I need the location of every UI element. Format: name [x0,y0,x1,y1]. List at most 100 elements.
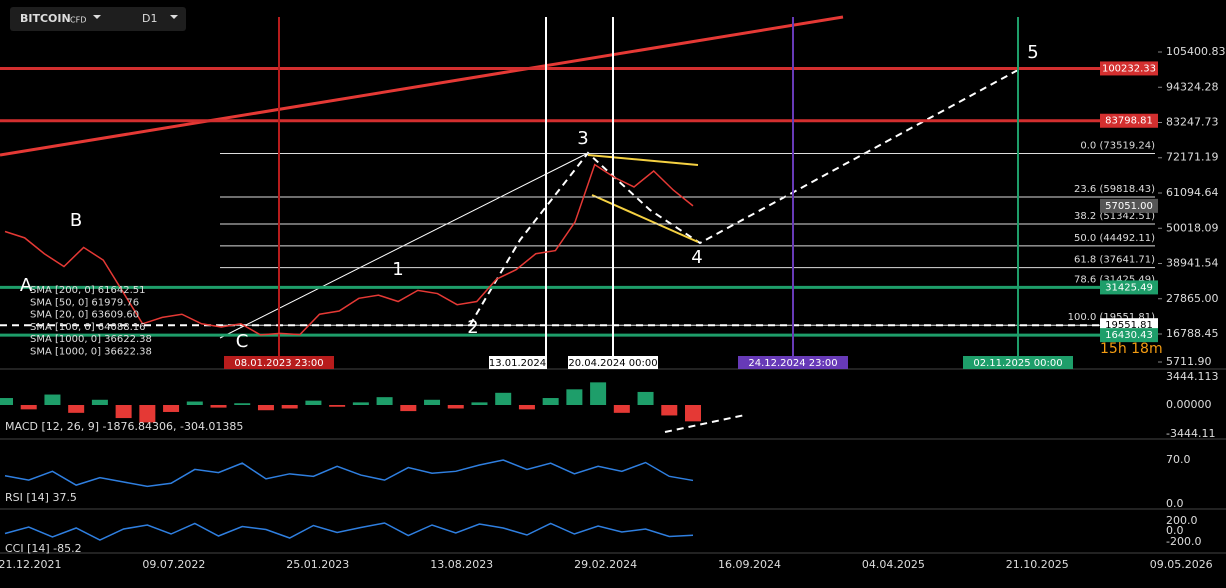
macd-bar [281,405,298,409]
wave-path [469,69,1019,433]
date-tag [224,356,334,369]
symbol[interactable]: BITCOIN [20,12,71,25]
fib-label: 0.0 (73519.24) [1080,140,1155,151]
fib-label: 23.6 (59818.43) [1074,184,1155,195]
fib-label: 50.0 (44492.11) [1074,233,1155,244]
symbol-type: CFD [70,16,86,25]
macd-bar [305,400,322,405]
wave-label: A [20,275,33,296]
indicator-legend: SMA [200, 0] 61642.51 [30,285,146,296]
macd-bar [637,391,654,405]
macd-bar [471,402,488,405]
price-tag-label: 83798.81 [1105,116,1153,127]
price-label: 61094.64 [1166,186,1219,199]
wave-label: 2 [467,317,478,338]
time-label: 04.04.2025 [862,558,925,571]
macd-bar [661,405,678,416]
date-tag-label: 02.11.2025 00:00 [973,358,1062,369]
symbol-bar[interactable] [10,7,186,31]
time-label: 21.10.2025 [1006,558,1069,571]
macd-bar [210,405,227,408]
price-tag [1100,198,1158,213]
macd-bar [566,389,583,405]
cci-axis-label: -200.0 [1166,535,1201,548]
price-tag-label: 16430.43 [1105,330,1153,341]
macd-bar [424,399,441,405]
price-label: 94324.28 [1166,80,1219,93]
time-label: 21.12.2021 [0,558,61,571]
rsi-legend: RSI [14] 37.5 [5,491,77,504]
wave-label: 5 [1027,42,1038,63]
time-label: 29.02.2024 [574,558,637,571]
date-tag [963,356,1073,369]
macd-bar [234,403,251,405]
price-label: 27865.00 [1166,292,1219,305]
macd-bar [139,405,156,423]
date-tag-label: 08.01.2023 23:00 [234,358,323,369]
price-tag [1100,61,1158,76]
macd-bar [163,405,180,412]
indicator-legend: SMA [20, 0] 63609.60 [30,310,139,321]
timeframe[interactable]: D1 [142,12,157,25]
price-tag-label: 100232.33 [1102,63,1156,74]
indicator-legend: SMA [1000, 0] 36622.38 [30,347,152,358]
indicator-legend: SMA [100, 0] 64088.16 [30,322,146,333]
macd-bar [495,392,512,405]
macd-axis-label: 3444.113 [1166,370,1219,383]
macd-bar [518,405,535,410]
price-label: 72171.19 [1166,151,1219,164]
price-label: 83247.73 [1166,116,1219,129]
price-label: 5711.90 [1166,355,1212,368]
time-label: 16.09.2024 [718,558,781,571]
chart-content: 105400.83 94324.28 83247.73 72171.19 61094.6… [0,17,1226,571]
macd-bar [0,398,13,405]
price-label: 16788.45 [1166,327,1219,340]
price-tag [1100,328,1158,343]
macd-bar [400,405,417,412]
date-tag-label: 20.04.2024 00:00 [568,358,657,369]
wave-label: C [236,331,249,352]
wave-label: 1 [392,259,403,280]
date-tag [568,356,658,369]
price-label: 105400.83 [1166,45,1226,58]
macd-bar [613,405,630,413]
macd-bar [44,394,61,405]
indicator-legend: SMA [50, 0] 61979.76 [30,297,139,308]
rsi-axis-label: 0.0 [1166,497,1184,510]
macd-bar [447,405,464,409]
date-tag [738,356,848,369]
fib-label: 100.0 (19551.81) [1068,312,1155,323]
rsi-line [4,459,694,488]
date-tag-label: 13.01.2024 [489,358,546,369]
fib-label: 78.6 (31425.49) [1074,274,1155,285]
macd-bar [115,405,132,419]
macd-bar [68,405,85,413]
time-label: 25.01.2023 [286,558,349,571]
macd-axis-label: -3444.11 [1166,427,1215,440]
time-label: 09.07.2022 [142,558,205,571]
rsi-axis-label: 70.0 [1166,453,1191,466]
wave-label: 4 [691,247,702,268]
dropdown-icon[interactable] [170,15,178,19]
price-tag [1100,113,1158,128]
macd-bar [685,405,701,422]
triangle [587,154,699,243]
macd-bar [376,397,393,405]
time-label: 13.08.2023 [430,558,493,571]
macd-bar [590,382,607,405]
price-label: 38941.54 [1166,257,1219,270]
fib-label: 38.2 (51342.51) [1074,211,1155,222]
macd-bar [542,398,559,405]
countdown: 15h 18m [1100,341,1163,357]
wave-label: 3 [577,128,588,149]
cci-axis-label: 0.0 [1166,524,1184,537]
macd-bar [20,405,37,410]
macd-bar [352,402,369,405]
macd-bar [186,401,203,405]
date-tag-label: 24.12.2024 23:00 [748,358,837,369]
dropdown-icon[interactable] [93,15,101,19]
macd-axis-label: 0.00000 [1166,398,1212,411]
price-tag-label: 57051.00 [1105,201,1153,212]
price-line [4,163,694,336]
